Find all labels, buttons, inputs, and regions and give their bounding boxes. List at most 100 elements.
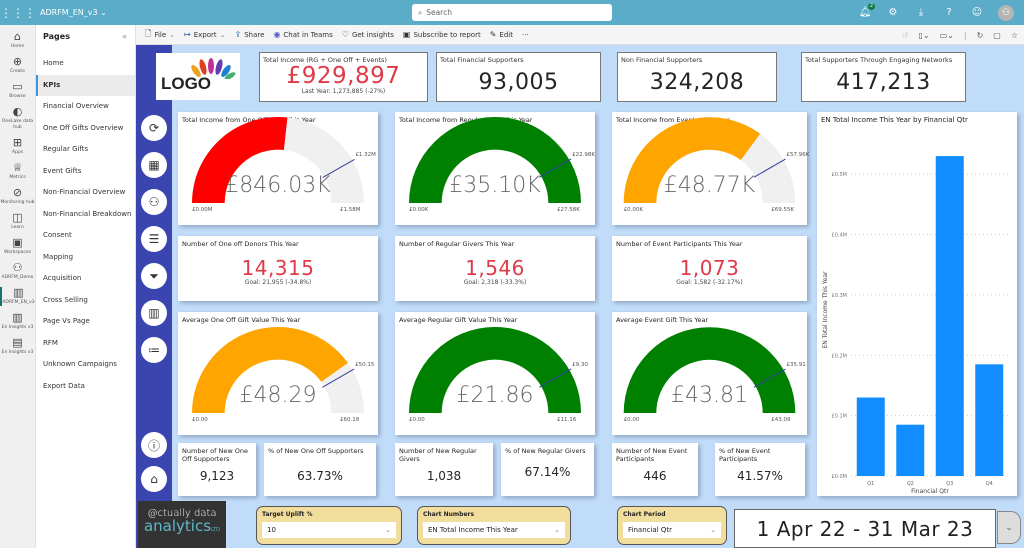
chat-in-teams-button[interactable]: ◉ Chat in Teams <box>273 30 332 39</box>
help-icon[interactable]: ? <box>946 7 952 18</box>
page-item[interactable]: Page Vs Page <box>43 317 90 325</box>
report-canvas: ⟳ ▦ ⚇ ☰ ⏷ ▥ ≔ ⓘ ⌂ LOGO Total Income (RG … <box>136 45 1024 548</box>
chevron-down-icon: ⌄ <box>1005 522 1013 533</box>
pages-panel: Pages « Home KPIs Financial Overview One Off… <box>36 25 136 548</box>
info-nav-icon[interactable]: ⓘ <box>141 432 167 458</box>
chevron-down-icon: ⌄ <box>100 8 107 17</box>
share-button[interactable]: ⇪ Share <box>235 30 265 39</box>
file-menu[interactable]: 🗋 File ⌄ <box>145 28 175 42</box>
gauge-card[interactable]: Average Regular Gift Value This Year £21… <box>395 312 595 435</box>
rail-item[interactable]: ⊘ Monitoring hub <box>0 187 35 206</box>
rail-item[interactable]: ♕ Metrics <box>0 162 35 181</box>
page-item[interactable]: One Off Gifts Overview <box>43 123 124 132</box>
refresh-nav-icon[interactable]: ⟳ <box>141 115 167 141</box>
rail-item[interactable]: ▭ Browse <box>0 81 35 100</box>
database-nav-icon[interactable]: ☰ <box>141 226 167 252</box>
download-icon[interactable]: ⤓ <box>918 7 924 18</box>
collapse-icon[interactable]: « <box>122 32 127 41</box>
card-title: Total Supporters Through Engaging Networ… <box>805 56 953 64</box>
rail-item[interactable]: ▤ En Insights v3 <box>0 337 35 356</box>
chart-numbers-slicer: Chart Numbers EN Total Income This Year ⌄ <box>417 506 571 545</box>
target-uplift-dropdown[interactable]: 10 ⌄ <box>262 522 396 538</box>
gauge-max: £60.18 <box>340 417 360 423</box>
svg-text:Q3: Q3 <box>946 481 953 487</box>
person-nav-icon[interactable]: ⚇ <box>141 189 167 215</box>
undo-icon[interactable]: ↺ <box>901 30 909 40</box>
gauge-value: £21.86 <box>456 383 534 408</box>
gauge-card[interactable]: Total Income from One Off Gifts This Yea… <box>178 112 378 225</box>
rail-item[interactable]: ◐ OneLake data hub <box>0 106 35 131</box>
rail-item[interactable]: ▥ ADRFM_EN_v3 <box>0 287 35 306</box>
page-item[interactable]: Mapping <box>43 252 74 261</box>
view-icon[interactable]: ▭⌄ <box>939 30 954 40</box>
gauge-title: Total Income from One Off Gifts This Yea… <box>182 116 316 124</box>
page-item[interactable]: Cross Selling <box>43 295 88 304</box>
slicer-value: 10 <box>267 526 276 534</box>
page-item[interactable]: Non-Financial Breakdown <box>43 209 132 218</box>
refresh-icon[interactable]: ↻ <box>976 30 984 40</box>
income-by-qtr-chart[interactable]: EN Total Income This Year by Financial Q… <box>817 112 1017 496</box>
page-item[interactable]: Event Gifts <box>43 166 82 175</box>
app-launcher-icon[interactable]: ⋮⋮⋮ <box>0 5 36 20</box>
new-supporters-card: Number of New Event Participants 446 <box>612 443 698 496</box>
rail-item[interactable]: ⚇ ADRFM_Demo <box>0 262 35 281</box>
page-item[interactable]: Acquisition <box>43 274 82 282</box>
page-item[interactable]: Unknown Campaigns <box>43 360 117 368</box>
get-insights-button[interactable]: ♡ Get insights <box>342 30 394 39</box>
edit-label: Edit <box>499 30 513 39</box>
list-nav-icon[interactable]: ≔ <box>141 337 167 363</box>
gauge-target: £35.91 <box>786 362 806 369</box>
page-item[interactable]: Regular Gifts <box>43 145 89 153</box>
page-item[interactable]: Home <box>43 59 64 67</box>
chart-nav-icon[interactable]: ▥ <box>141 300 167 326</box>
home-nav-icon[interactable]: ⌂ <box>141 466 167 492</box>
chart-numbers-dropdown[interactable]: EN Total Income This Year ⌄ <box>423 522 565 538</box>
rail-item[interactable]: ⊕ Create <box>0 56 35 75</box>
page-item[interactable]: Financial Overview <box>43 102 109 110</box>
gauge-card[interactable]: Average One Off Gift Value This Year £48… <box>178 312 378 435</box>
page-item[interactable]: KPIs <box>36 74 135 96</box>
search-input[interactable]: ⌕ Search <box>412 4 612 21</box>
avatar[interactable]: ⚇ <box>998 4 1014 21</box>
feedback-icon[interactable]: ☺ <box>971 7 983 18</box>
card-title: Total Income (RG + One Off + Events) <box>263 56 387 64</box>
chevron-down-icon: ⌄ <box>554 526 560 534</box>
page-item[interactable]: RFM <box>43 338 58 347</box>
new-supporters-card: Number of New One Off Supporters 9,123 <box>178 443 256 496</box>
rail-item[interactable]: ⌂ Home <box>0 31 35 50</box>
gauge-target: £1.32M <box>355 152 376 159</box>
page-item[interactable]: Consent <box>43 231 72 239</box>
date-range-dropdown-button[interactable]: ⌄ <box>997 511 1021 544</box>
card-value: 1,038 <box>426 469 462 483</box>
subscribe-button[interactable]: ▣ Subscribe to report <box>403 30 481 39</box>
notifications-icon[interactable]: 🔔︎ 2 <box>858 3 875 18</box>
calendar-nav-icon[interactable]: ▦ <box>141 152 167 178</box>
chart-period-dropdown[interactable]: Financial Qtr ⌄ <box>623 522 721 538</box>
rail-item[interactable]: ▥ En Insights v3 <box>0 312 35 331</box>
gauge-max: £69.55K <box>771 207 795 213</box>
settings-icon[interactable]: ⚙ <box>888 7 898 18</box>
date-range-slicer[interactable]: 1 Apr 22 - 31 Mar 23 <box>734 509 996 548</box>
nav-rail: ⌂ Home ⊕ Create ▭ Browse ◐ OneLake data hub ⊞ App… <box>0 25 36 548</box>
more-options-button[interactable]: ··· <box>522 31 529 39</box>
insights-label: Get insights <box>351 30 394 39</box>
comment-icon[interactable]: ▢ <box>993 30 1001 40</box>
page-item[interactable]: Non-Financial Overview <box>43 188 126 196</box>
favorite-icon[interactable]: ☆ <box>1010 30 1018 40</box>
gauge-value: £43.81 <box>671 383 748 408</box>
gauge-card[interactable]: Average Event Gift This Year £43.81 £0.0… <box>612 312 807 435</box>
rail-item[interactable]: ⊞ Apps <box>0 137 35 156</box>
rail-item[interactable]: ◫ Learn <box>0 212 35 231</box>
edit-button[interactable]: ✎ Edit <box>490 30 513 39</box>
export-menu[interactable]: ↦ Export ⌄ <box>184 30 226 39</box>
rail-item[interactable]: ▣ Workspaces <box>0 237 35 256</box>
chevron-down-icon: ⌄ <box>385 526 391 534</box>
gauge-title: Total Income from Regular Gifts This Yea… <box>399 116 533 124</box>
file-icon: 🗋 <box>145 28 152 38</box>
gauge-card[interactable]: Total Income from Events This Year £48.7… <box>612 112 809 225</box>
gauge-card[interactable]: Total Income from Regular Gifts This Yea… <box>395 112 595 225</box>
filter-nav-icon[interactable]: ⏷ <box>141 263 167 289</box>
app-name[interactable]: ADRFM_EN_v3 ⌄ <box>40 8 107 17</box>
page-item[interactable]: Export Data <box>43 381 85 390</box>
bookmark-icon[interactable]: ▯⌄ <box>918 30 930 40</box>
